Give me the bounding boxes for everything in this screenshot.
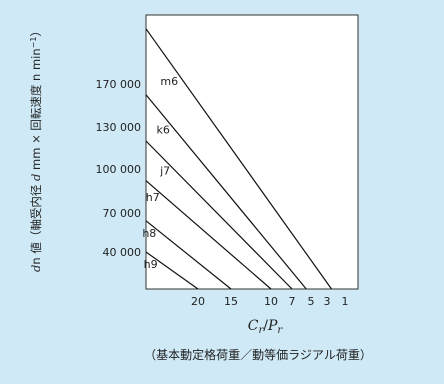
series-labels: m6 k6 j7 h7 h8 h9 <box>142 75 178 271</box>
y-tick-label: 40 000 <box>103 246 142 259</box>
x-axis-sublabel: （基本動定格荷重／動等価ラジアル荷重） <box>144 347 372 362</box>
y-axis-label-exponent: −1 <box>29 37 38 49</box>
series-line-h8 <box>145 220 232 290</box>
x-tick-label: 20 <box>191 295 205 308</box>
y-tick-label: 130 000 <box>96 121 142 134</box>
y-tick-label: 170 000 <box>96 78 142 91</box>
x-tick-label: 5 <box>308 295 315 308</box>
series-line-h7 <box>145 180 272 290</box>
series-label-h7: h7 <box>146 191 160 204</box>
y-axis-label-d2: d <box>29 174 43 181</box>
y-tick-labels: 170 000 130 000 100 000 70 000 40 000 <box>96 78 142 259</box>
x-axis-label: Cr/Pr <box>248 318 284 336</box>
series-line-m6 <box>145 28 332 290</box>
x-tick-label: 7 <box>289 295 296 308</box>
series-label-j7: j7 <box>159 165 170 178</box>
y-tick-label: 70 000 <box>103 207 142 220</box>
x-tick-label: 15 <box>224 295 238 308</box>
series-label-h9: h9 <box>144 258 158 271</box>
series-line-k6 <box>145 94 307 290</box>
series-label-k6: k6 <box>156 124 169 137</box>
series-lines <box>145 28 332 290</box>
y-axis-label-d: d <box>29 265 43 272</box>
x-tick-label: 3 <box>324 295 331 308</box>
plot-area <box>145 14 359 290</box>
y-tick-label: 100 000 <box>96 163 142 176</box>
x-tick-label: 10 <box>264 295 278 308</box>
series-label-h8: h8 <box>142 227 156 240</box>
y-axis-label: dn 値（軸受内径 d mm × 回転速度 n min−1） <box>29 25 43 272</box>
series-line-h9 <box>145 251 199 290</box>
x-tick-labels: 20 15 10 7 5 3 1 <box>191 295 349 308</box>
series-line-j7 <box>145 140 293 290</box>
x-tick-label: 1 <box>342 295 349 308</box>
series-label-m6: m6 <box>160 75 178 88</box>
